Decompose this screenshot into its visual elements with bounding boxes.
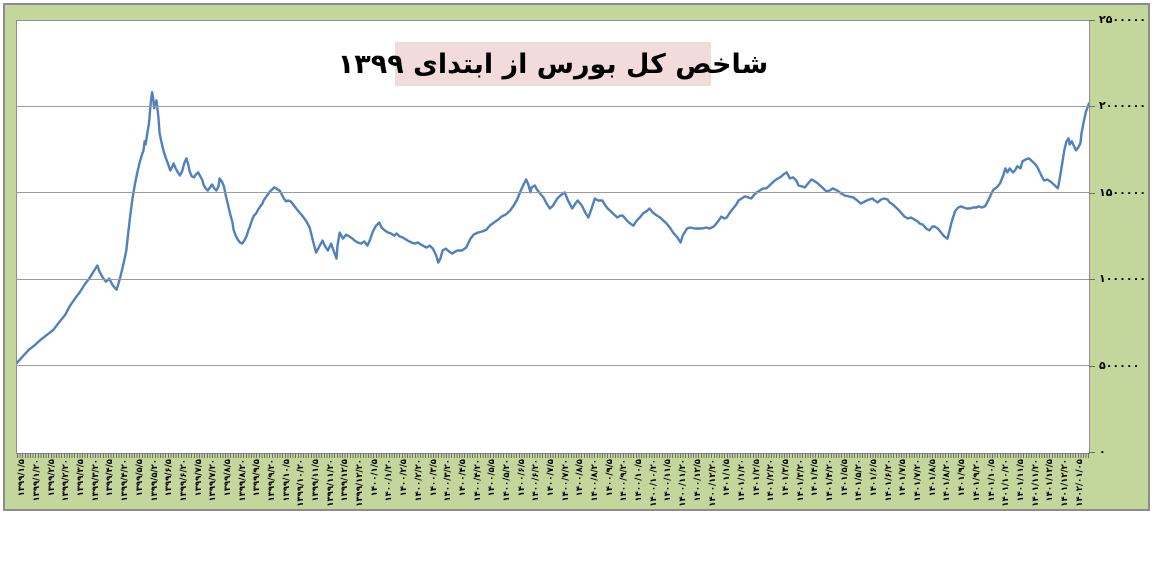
- y-axis-tick-label: ۰: [1099, 445, 1106, 458]
- x-axis-tick-comb: [17, 453, 1089, 458]
- x-axis-tick-label: ۱۴۰۱/۱/۲۰: [736, 459, 747, 502]
- x-axis-tick-label: ۱۳۹۹/۵/۲۰: [149, 459, 160, 502]
- x-axis-tick-label: ۱۳۹۹/۴/۲۰: [120, 459, 131, 502]
- x-axis-tick-label: ۱۴۰۰/۴/۲۰: [472, 459, 483, 502]
- x-axis-tick-label: ۱۳۹۹/۵/۵: [134, 459, 145, 497]
- x-axis-tick-label: ۱۴۰۰/۹/۲۰: [619, 459, 630, 502]
- x-axis-tick-label: ۱۳۹۹/۱/۵: [17, 459, 28, 497]
- y-axis-tick-label: ۲۵۰۰۰۰۰: [1099, 13, 1146, 26]
- x-axis-tick-label: ۱۴۰۱/۸/۵: [927, 459, 938, 497]
- x-axis-tick-label: ۱۳۹۹/۱۱/۵: [311, 459, 322, 502]
- x-axis-tick-label: ۱۴۰۰/۸/۵: [575, 459, 586, 497]
- x-axis-tick-label: ۱۴۰۱/۴/۲۰: [825, 459, 835, 502]
- x-axis-tick-label: ۱۳۹۹/۱۲/۵: [340, 459, 351, 502]
- x-axis-tick-label: ۱۴۰۰/۶/۵: [516, 459, 527, 497]
- x-axis-tick-label: ۱۴۰۱/۶/۲۰: [883, 459, 894, 502]
- x-axis-tick-label: ۱۴۰۰/۵/۵: [487, 459, 498, 497]
- x-axis-tick-label: ۱۴۰۰/۱/۲۰: [384, 459, 395, 502]
- x-axis-tick-label: ۱۴۰۱/۱۱/۵: [1015, 459, 1026, 502]
- x-axis-tick-label: ۱۴۰۱/۱۰/۲۰: [1001, 459, 1012, 507]
- y-axis-tick: [1089, 192, 1095, 194]
- chart-canvas: ۰ ۵۰۰۰۰۰ ۱۰۰۰۰۰۰ ۱۵۰۰۰۰۰ ۲۰۰۰۰۰۰ ۲۵۰۰۰۰۰ ۱۳۹۹…: [3, 3, 1150, 511]
- x-axis-tick-label: ۱۳۹۹/۹/۵: [252, 459, 263, 497]
- x-axis-tick-label: ۱۴۰۰/۲/۲۰: [413, 459, 424, 502]
- x-axis-tick-label: ۱۴۰۱/۲/۵: [751, 459, 762, 497]
- y-axis-tick: [1089, 106, 1095, 108]
- x-axis-tick-label: ۱۴۰۰/۸/۲۰: [590, 459, 601, 502]
- x-axis-tick-label: ۱۴۰۱/۴/۵: [810, 459, 821, 497]
- x-axis-tick-label: ۱۴۰۱/۶/۵: [869, 459, 880, 497]
- x-axis-tick-label: ۱۳۹۹/۱/۲۰: [32, 459, 43, 502]
- x-axis-tick-label: ۱۴۰۱/۱۲/۵: [1045, 459, 1056, 502]
- x-axis-tick-label: ۱۴۰۰/۴/۵: [457, 459, 468, 497]
- x-axis-tick-label: ۱۳۹۹/۲/۵: [46, 459, 57, 497]
- x-axis-tick-label: ۱۳۹۹/۱۰/۲۰: [296, 459, 307, 507]
- x-axis-tick-label: ۱۳۹۹/۲/۲۰: [61, 459, 72, 502]
- x-axis-tick-label: ۱۴۰۰/۱۲/۵: [692, 459, 703, 502]
- x-axis-tick-label: ۱۳۹۹/۳/۵: [76, 459, 87, 497]
- y-axis-tick-label: ۱۰۰۰۰۰۰: [1099, 272, 1146, 286]
- x-axis-tick-label: ۱۳۹۹/۱۰/۵: [281, 459, 292, 502]
- chart-title: شاخص کل بورس از ابتدای ۱۳۹۹: [338, 42, 768, 86]
- gridline: [16, 105, 1089, 107]
- x-axis-tick-label: ۱۴۰۱/۲/۲۰: [766, 459, 777, 502]
- x-axis-tick-label: ۱۴۰۱/۷/۵: [898, 459, 909, 497]
- index-line: [17, 90, 1089, 364]
- y-axis-tick-label: ۵۰۰۰۰۰: [1099, 358, 1140, 372]
- x-axis-tick-label: ۱۴۰۱/۳/۵: [780, 459, 791, 497]
- x-axis-tick-label: ۱۴۰۱/۱۰/۵: [986, 459, 997, 502]
- x-axis-tick-label: ۱۳۹۹/۱۱/۲۰: [325, 459, 336, 507]
- x-axis-tick-label: ۱۴۰۰/۹/۵: [604, 459, 615, 497]
- x-axis-tick-label: ۱۳۹۹/۸/۲۰: [237, 459, 248, 502]
- x-axis-tick-label: ۱۳۹۹/۹/۲۰: [266, 459, 277, 502]
- gridline: [16, 192, 1089, 194]
- x-axis-tick-label: ۱۴۰۰/۵/۲۰: [501, 459, 512, 502]
- x-axis-tick-label: ۱۴۰۱/۱/۵: [722, 459, 733, 497]
- x-axis-tick-label: ۱۳۹۹/۴/۵: [105, 459, 116, 497]
- gridline: [16, 365, 1089, 367]
- x-axis-tick-label: ۱۴۰۰/۳/۲۰: [443, 459, 454, 502]
- x-axis-tick-label: ۱۴۰۱/۹/۵: [957, 459, 968, 497]
- x-axis-tick-label: ۱۴۰۰/۶/۲۰: [531, 459, 542, 502]
- y-axis-tick-label: ۱۵۰۰۰۰۰: [1099, 185, 1146, 199]
- x-axis-tick-label: ۱۴۰۰/۷/۵: [546, 459, 556, 497]
- x-axis-tick-label: ۱۴۰۰/۱/۵: [369, 459, 380, 497]
- x-axis-tick-label: ۱۴۰۲/۰۱/۰۵: [1074, 459, 1085, 507]
- x-axis-tick-label: ۱۳۹۹/۸/۵: [222, 459, 233, 497]
- x-axis-tick-label: ۱۴۰۱/۸/۲۰: [942, 459, 953, 502]
- x-axis-tick-label: ۱۴۰۰/۱۰/۲۰: [648, 459, 659, 507]
- x-axis-tick-label: ۱۳۹۹/۷/۵: [193, 459, 204, 497]
- x-axis-tick-label: ۱۴۰۰/۱۲/۲۰: [707, 459, 718, 507]
- x-axis-tick-label: ۱۳۹۹/۶/۲۰: [178, 459, 189, 502]
- index-line-svg: [17, 90, 1089, 364]
- x-axis-tick-label: ۱۴۰۰/۱۱/۲۰: [678, 459, 689, 507]
- x-axis-tick-label: ۱۳۹۹/۳/۲۰: [90, 459, 101, 502]
- x-axis-tick-label: ۱۴۰۱/۱۱/۲۰: [1030, 459, 1041, 507]
- gridline: [16, 278, 1089, 280]
- x-axis-tick-label: ۱۴۰۰/۲/۵: [399, 459, 410, 497]
- x-axis-tick-label: ۱۳۹۹/۱۲/۲۰: [355, 459, 366, 507]
- y-axis-tick: [1089, 365, 1095, 367]
- plot-area: [16, 20, 1090, 454]
- x-axis-tick-label: ۱۴۰۱/۵/۲۰: [854, 459, 865, 502]
- x-axis-tick-label: ۱۴۰۱/۹/۲۰: [971, 459, 982, 502]
- x-axis-tick-label: ۱۴۰۰/۳/۵: [428, 459, 439, 497]
- x-axis-tick-label: ۱۴۰۱/۳/۲۰: [795, 459, 806, 502]
- x-axis-tick-label: ۱۴۰۰/۱۱/۵: [663, 459, 674, 502]
- y-axis-tick: [1089, 279, 1095, 281]
- y-axis-tick: [1089, 452, 1095, 453]
- x-axis-tick-label: ۱۴۰۰/۷/۲۰: [560, 459, 571, 502]
- y-axis-tick-label: ۲۰۰۰۰۰۰: [1099, 99, 1146, 113]
- x-axis-tick-label: ۱۴۰۰/۱۰/۵: [634, 459, 645, 502]
- y-axis-tick: [1089, 20, 1095, 21]
- x-axis-tick-label: ۱۴۰۱/۱۲/۲۰: [1059, 459, 1070, 507]
- x-axis-tick-label: ۱۴۰۱/۷/۲۰: [913, 459, 924, 502]
- x-axis-tick-label: ۱۴۰۱/۵/۵: [839, 459, 850, 497]
- x-axis-tick-label: ۱۳۹۹/۷/۲۰: [208, 459, 219, 502]
- x-axis-tick-label: ۱۳۹۹/۶/۵: [164, 459, 175, 497]
